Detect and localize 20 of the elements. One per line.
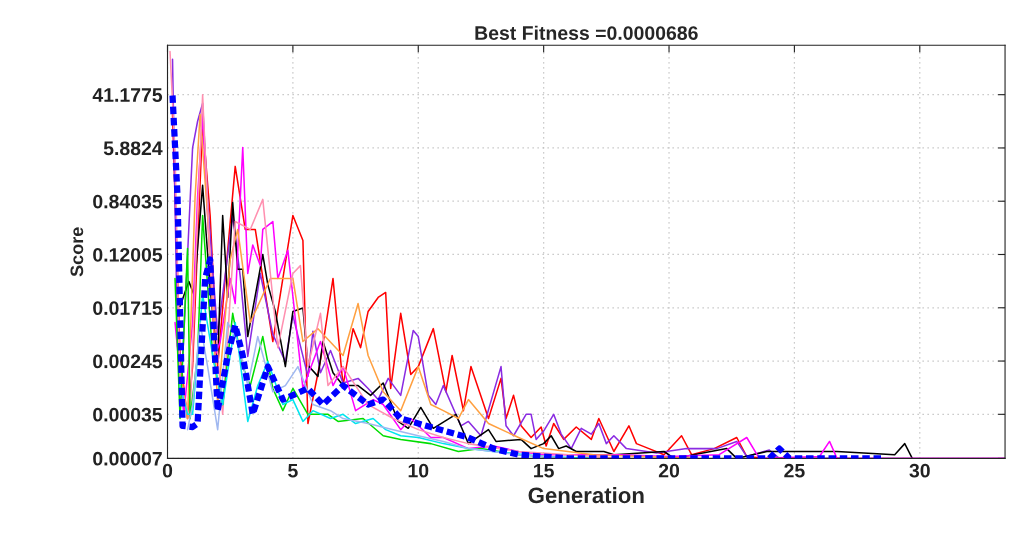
y-tick-label: 0.84035 <box>93 194 163 209</box>
x-tick-label: 0 <box>162 463 173 478</box>
x-tick-label: 20 <box>658 463 680 478</box>
y-tick-label: 41.1775 <box>92 88 163 102</box>
y-tick-label: 0.00007 <box>93 451 162 466</box>
x-axis-title: Generation <box>528 486 644 504</box>
y-tick-label: 5.8824 <box>103 141 163 156</box>
y-tick-label: 0.12005 <box>93 247 163 262</box>
chart-title: Best Fitness =0.0000686 <box>475 25 698 40</box>
line-series <box>179 184 914 459</box>
y-tick-label: 0.00245 <box>93 354 163 369</box>
y-axis-title: Score <box>70 227 84 277</box>
line-series <box>186 321 570 459</box>
y-tick-label: 0.01715 <box>93 301 163 316</box>
x-tick-label: 5 <box>288 463 298 478</box>
y-tick-label: 0.00035 <box>93 407 163 422</box>
x-tick-label: 15 <box>534 463 554 478</box>
x-tick-label: 30 <box>909 463 930 478</box>
x-tick-label: 25 <box>784 463 805 478</box>
x-tick-label: 10 <box>408 463 429 478</box>
